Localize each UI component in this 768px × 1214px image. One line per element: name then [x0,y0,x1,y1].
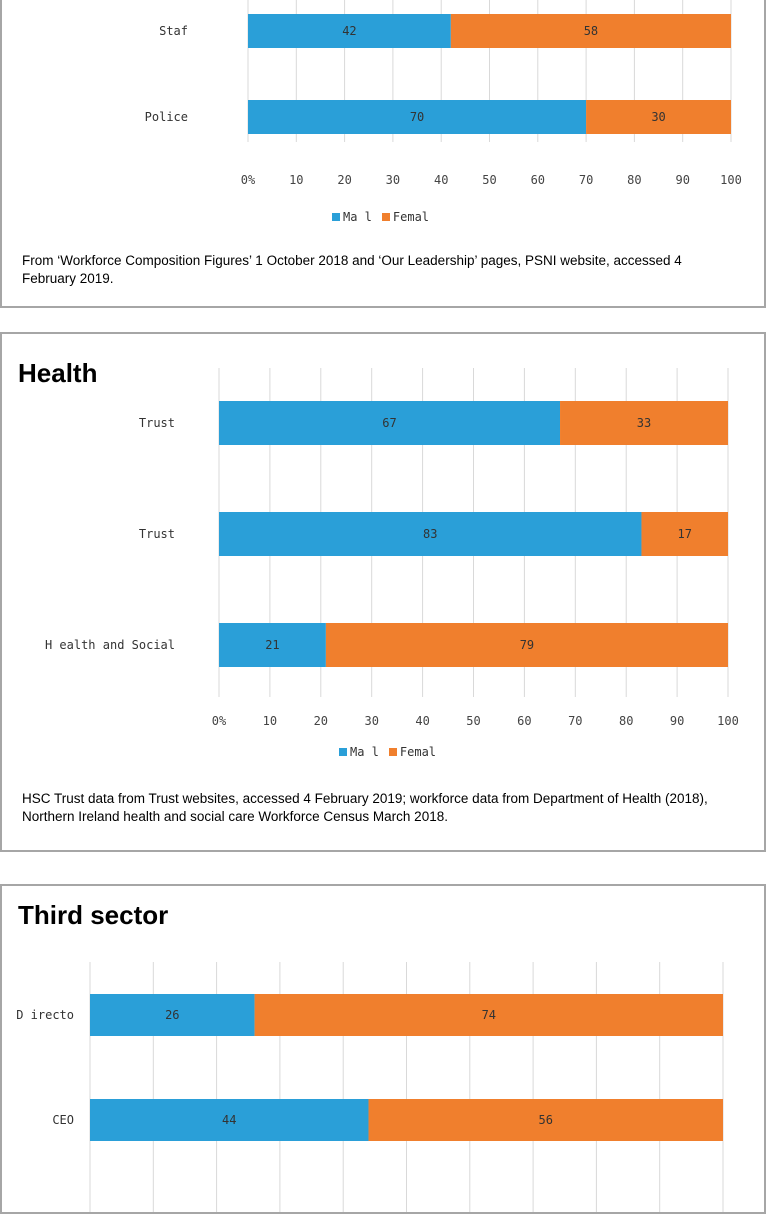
legend-female-swatch [388,748,397,756]
police-legend: Ma l Femal [332,210,429,224]
health-panel: Health 67 33 Trust 83 17 Trust 21 79 H ealth and… [0,332,766,852]
bar-female [641,512,728,556]
x-tick-label: 100 [720,173,742,187]
bar-male [90,1099,369,1141]
x-tick-label: 80 [619,714,633,728]
x-tick-label: 90 [675,173,689,187]
x-tick-label: 80 [627,173,641,187]
police-source-note: From ‘Workforce Composition Figures’ 1 O… [22,253,682,286]
x-tick-label: 70 [568,714,582,728]
bar-female [254,994,723,1036]
x-tick-label: 50 [466,714,480,728]
bar-male [248,14,451,48]
x-tick-label: 20 [314,714,328,728]
category-label: CEO [52,1113,74,1127]
x-tick-label: 40 [434,173,448,187]
data-label: 44 [222,1113,236,1127]
health-chart: 67 33 Trust 83 17 Trust 21 79 H ealth and Social… [45,368,739,728]
x-tick-label: 100 [717,714,739,728]
data-label: 30 [651,110,665,124]
x-tick-label: 60 [531,173,545,187]
x-tick-label: 60 [517,714,531,728]
x-tick-label: 20 [337,173,351,187]
x-tick-label: 0% [212,714,227,728]
category-label: D irecto [16,1008,74,1022]
third-sector-panel: Third sector 26 74 D irecto 44 56 CEO [0,884,766,1214]
x-tick-label: 30 [386,173,400,187]
x-tick-label: 10 [263,714,277,728]
data-label: 33 [637,416,651,430]
category-label: Police [145,110,188,124]
data-label: 26 [165,1008,179,1022]
data-label: 70 [410,110,424,124]
data-label: 42 [342,24,356,38]
category-label: Trust [139,416,175,430]
health-source-note: HSC Trust data from Trust websites, acce… [22,791,708,824]
data-label: 79 [520,638,534,652]
third-sector-title: Third sector [18,900,169,930]
bar-male [248,100,587,134]
bar-female [325,623,728,667]
legend-female-swatch [381,213,390,221]
bar-male [219,401,561,445]
bar-female [560,401,728,445]
x-tick-label: 10 [289,173,303,187]
bar-male [219,512,642,556]
category-label: Trust [139,527,175,541]
legend-female-label: Femal [399,745,437,759]
x-tick-label: 90 [670,714,684,728]
data-label: 58 [584,24,598,38]
data-label: 67 [382,416,396,430]
bar-male [219,623,326,667]
legend-male-swatch [332,213,340,221]
category-label: H ealth and Social [45,638,175,652]
bar-female [586,100,731,134]
data-label: 56 [539,1113,553,1127]
category-label: Staf [159,24,188,38]
x-tick-label: 0% [241,173,256,187]
bar-female [368,1099,723,1141]
third-sector-chart: 26 74 D irecto 44 56 CEO [16,962,724,1212]
legend-male-label: Ma l [343,210,372,224]
health-legend: Ma l Femal [339,745,436,759]
police-chart: 42 58 Staf 70 30 Police 0% 10 20 30 40 50 60 70 80 90 10… [145,0,742,187]
bar-male [90,994,255,1036]
x-tick-label: 70 [579,173,593,187]
legend-male-swatch [339,748,347,756]
police-panel: 42 58 Staf 70 30 Police 0% 10 20 30 40 50 60 70 80 90 10… [0,0,766,308]
x-tick-label: 30 [364,714,378,728]
data-label: 74 [482,1008,496,1022]
legend-male-label: Ma l [350,745,379,759]
data-label: 83 [423,527,437,541]
x-tick-label: 40 [415,714,429,728]
data-label: 21 [265,638,279,652]
legend-female-label: Femal [392,210,430,224]
data-label: 17 [678,527,692,541]
bar-female [450,14,731,48]
x-tick-label: 50 [482,173,496,187]
health-title: Health [18,358,98,388]
